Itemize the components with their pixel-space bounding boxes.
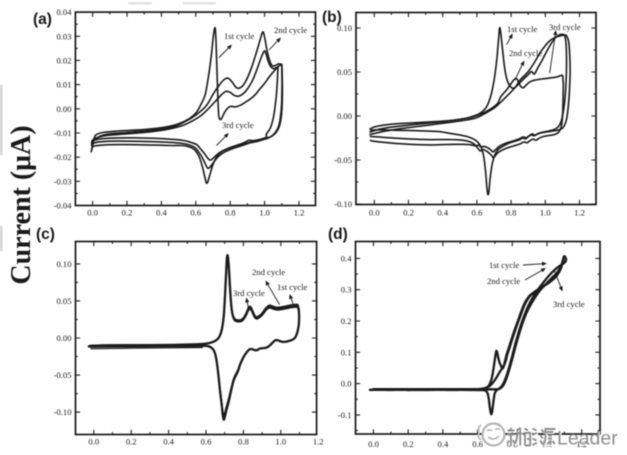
- svg-text:0.0: 0.0: [369, 208, 380, 218]
- svg-text:1.0: 1.0: [275, 437, 286, 447]
- svg-text:0.4: 0.4: [156, 208, 167, 218]
- svg-text:0.2: 0.2: [122, 208, 133, 218]
- svg-text:-0.10: -0.10: [334, 199, 352, 209]
- svg-text:0.8: 0.8: [225, 208, 236, 218]
- svg-text:0.00: 0.00: [56, 333, 71, 343]
- svg-text:0.3: 0.3: [341, 285, 352, 295]
- svg-text:0.05: 0.05: [337, 67, 352, 77]
- svg-text:(c): (c): [36, 226, 55, 243]
- svg-text:0.00: 0.00: [337, 111, 352, 121]
- svg-text:0.4: 0.4: [438, 439, 449, 449]
- svg-text:0.6: 0.6: [190, 208, 201, 218]
- svg-text:0.02: 0.02: [56, 55, 71, 65]
- svg-text:-0.10: -0.10: [54, 407, 72, 417]
- svg-text:-0.03: -0.03: [54, 176, 72, 186]
- svg-text:0.8: 0.8: [506, 208, 517, 218]
- svg-text:0.2: 0.2: [341, 316, 352, 326]
- svg-text:2nd cycle: 2nd cycle: [252, 267, 285, 277]
- svg-text:1.2: 1.2: [574, 208, 585, 218]
- svg-text:1st cycle: 1st cycle: [277, 282, 307, 292]
- svg-text:(b): (b): [322, 9, 342, 26]
- svg-text:0.6: 0.6: [472, 439, 483, 449]
- svg-text:2nd cycle: 2nd cycle: [509, 48, 542, 58]
- svg-text:-0.05: -0.05: [334, 155, 352, 165]
- svg-text:0.8: 0.8: [238, 437, 249, 447]
- svg-text:0.2: 0.2: [403, 208, 414, 218]
- svg-text:(d): (d): [328, 226, 348, 243]
- svg-text:1.2: 1.2: [576, 439, 587, 449]
- svg-text:-0.1: -0.1: [338, 410, 352, 420]
- svg-text:3rd cycle: 3rd cycle: [233, 288, 265, 298]
- svg-text:3rd cycle: 3rd cycle: [549, 22, 581, 32]
- svg-text:0.4: 0.4: [437, 208, 448, 218]
- svg-text:Leader: Leader: [557, 428, 618, 450]
- svg-text:0.0: 0.0: [368, 439, 379, 449]
- svg-text:2nd cycle: 2nd cycle: [487, 276, 520, 286]
- svg-text:1.0: 1.0: [540, 208, 551, 218]
- svg-text:Current (μA): Current (μA): [6, 125, 37, 284]
- svg-text:0.0: 0.0: [341, 379, 352, 389]
- svg-text:(a): (a): [33, 11, 52, 28]
- svg-text:1.2: 1.2: [313, 437, 324, 447]
- svg-text:-0.01: -0.01: [54, 128, 72, 138]
- svg-text:0.4: 0.4: [163, 437, 174, 447]
- svg-text:0.1: 0.1: [341, 347, 352, 357]
- svg-text:0.0: 0.0: [87, 208, 98, 218]
- svg-text:-0.02: -0.02: [54, 152, 72, 162]
- svg-text:-0.05: -0.05: [54, 370, 72, 380]
- svg-text:1.0: 1.0: [259, 208, 270, 218]
- svg-text:0.6: 0.6: [472, 208, 483, 218]
- svg-text:1.2: 1.2: [294, 208, 305, 218]
- svg-text:0.10: 0.10: [337, 23, 352, 33]
- svg-text:2nd cycle: 2nd cycle: [274, 25, 307, 35]
- svg-text:0.6: 0.6: [201, 437, 212, 447]
- svg-text:0.2: 0.2: [126, 437, 137, 447]
- svg-text:1st cycle: 1st cycle: [224, 31, 254, 41]
- svg-text:0.2: 0.2: [403, 439, 414, 449]
- svg-text:1st cycle: 1st cycle: [489, 260, 519, 270]
- svg-text:Leader: Leader: [558, 429, 619, 451]
- svg-text:3rd cycle: 3rd cycle: [553, 299, 585, 309]
- svg-text:1st cycle: 1st cycle: [507, 24, 537, 34]
- svg-text:0.04: 0.04: [56, 7, 72, 17]
- svg-text:3rd cycle: 3rd cycle: [222, 120, 254, 130]
- svg-text:0.4: 0.4: [341, 253, 352, 263]
- svg-text:0.0: 0.0: [88, 437, 99, 447]
- svg-text:0.01: 0.01: [56, 80, 71, 90]
- svg-text:0.05: 0.05: [56, 296, 71, 306]
- svg-text:-0.04: -0.04: [54, 201, 73, 211]
- svg-text:0.03: 0.03: [56, 31, 71, 41]
- svg-text:0.00: 0.00: [56, 104, 71, 114]
- svg-text:0.10: 0.10: [56, 259, 71, 269]
